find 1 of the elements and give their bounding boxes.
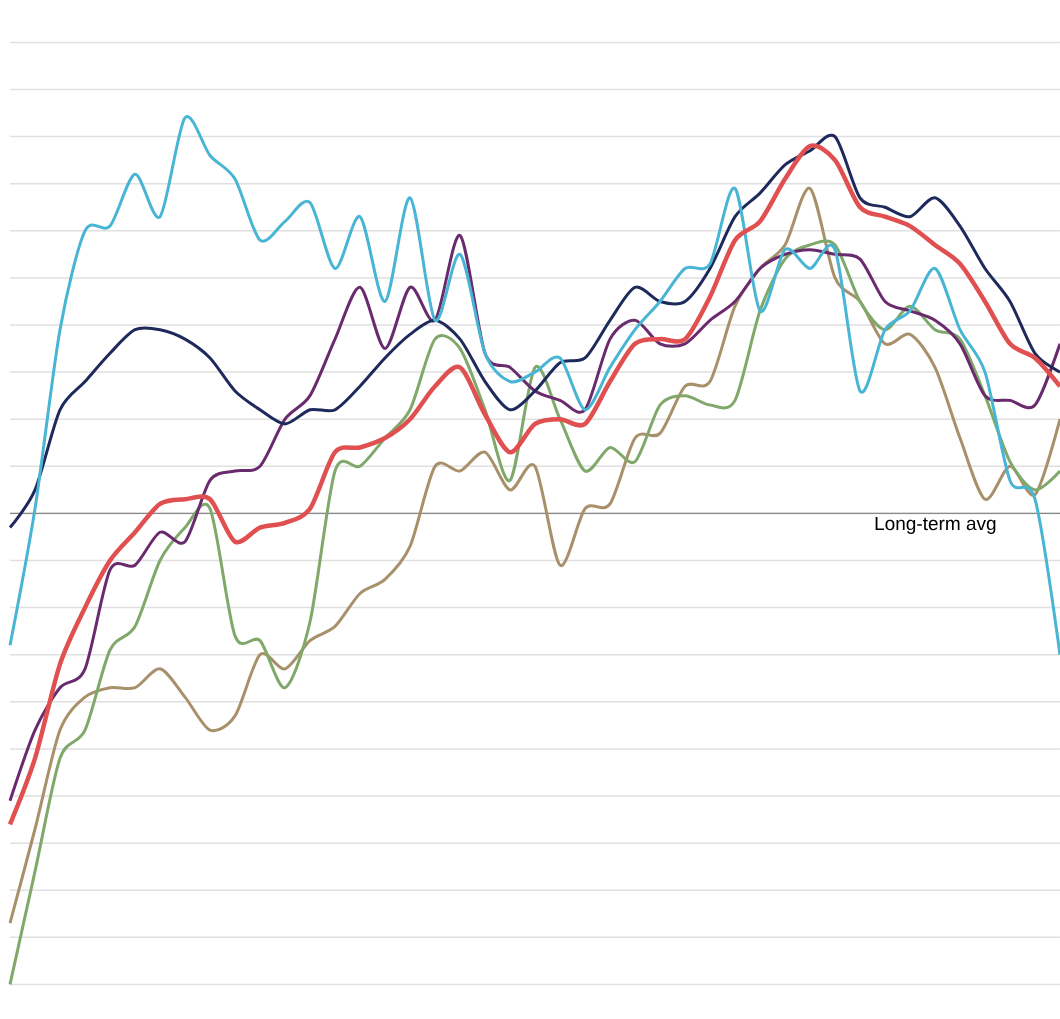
- ref-line-label: Long-term avg: [875, 516, 996, 534]
